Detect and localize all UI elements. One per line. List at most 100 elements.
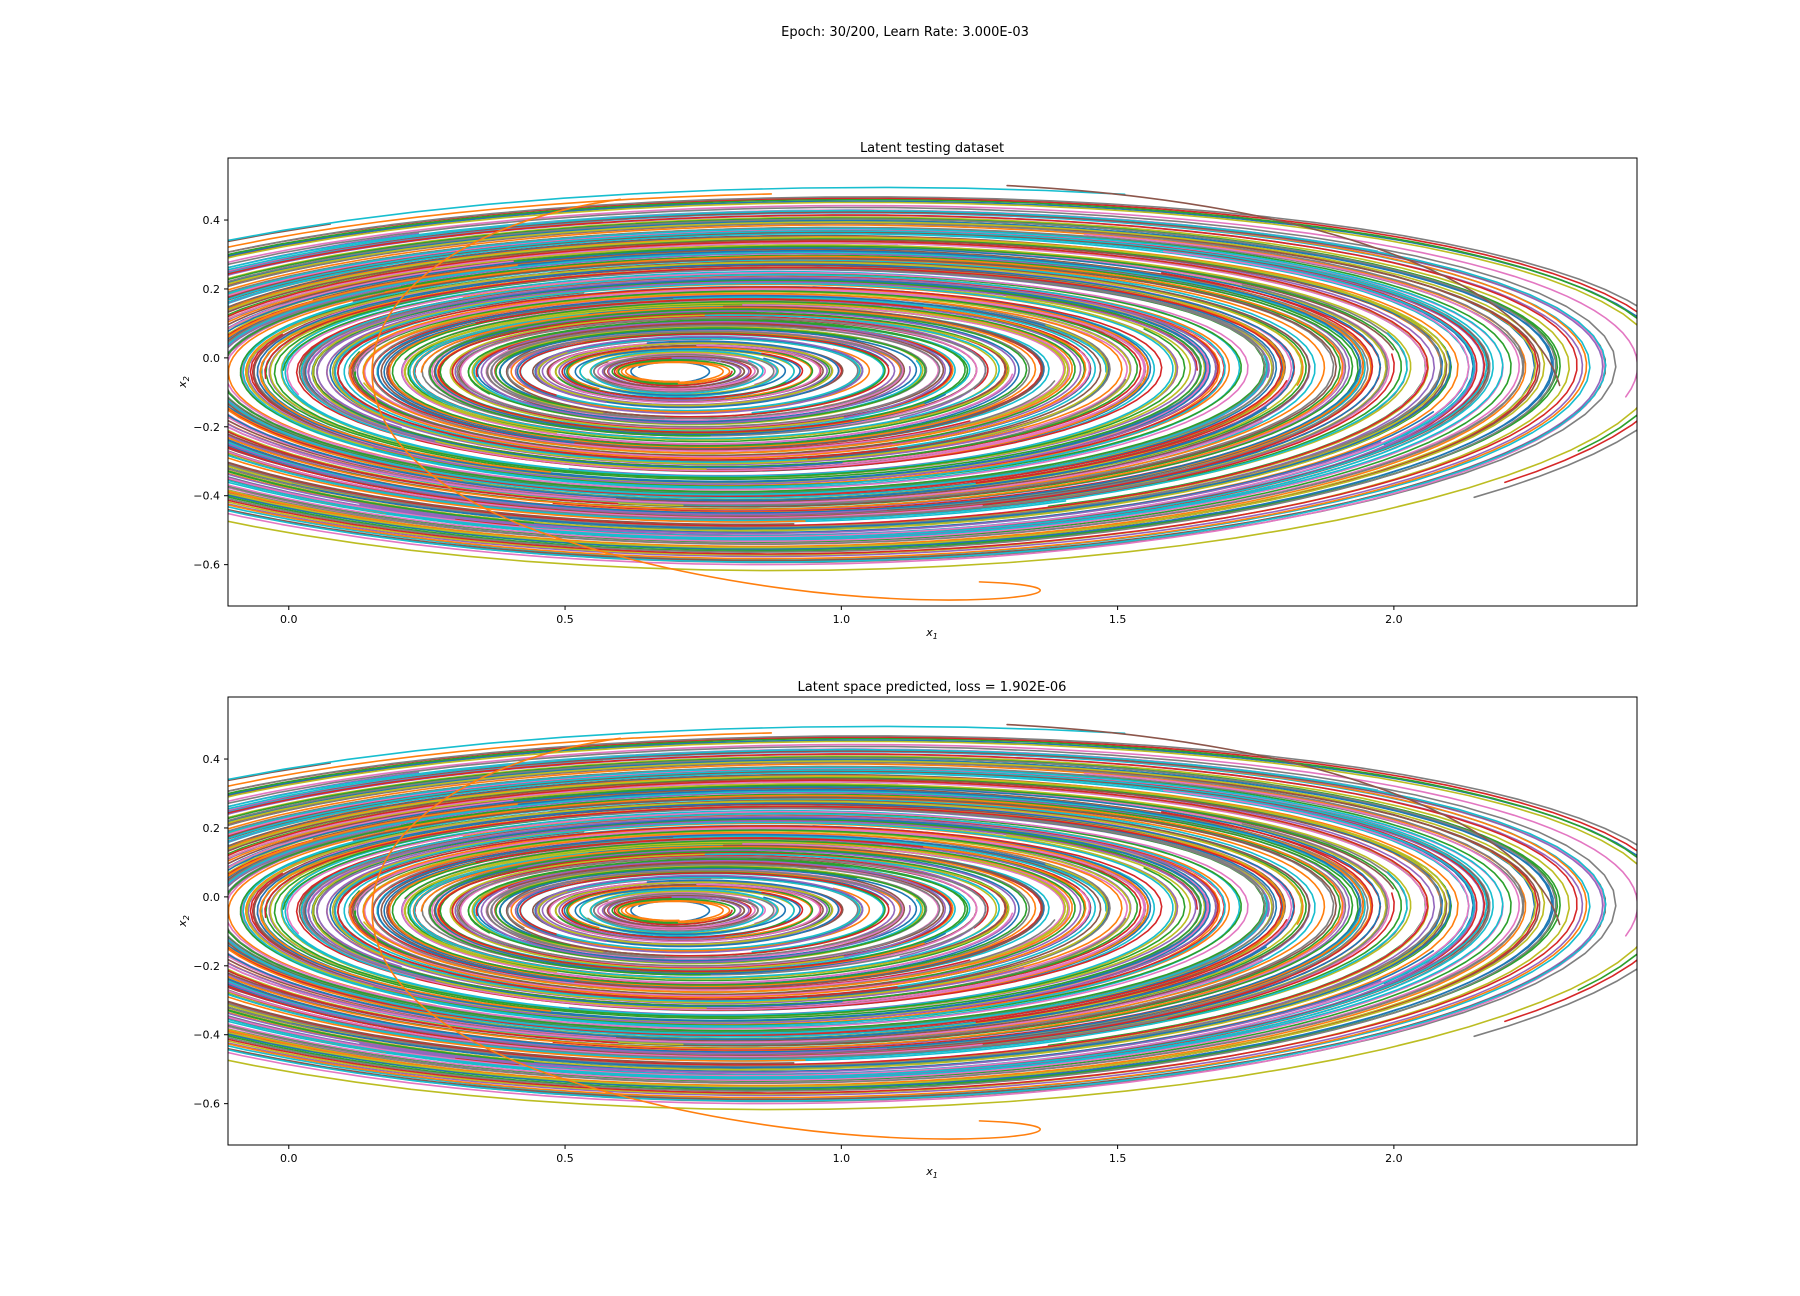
trajectory-line xyxy=(451,315,989,430)
y-axis-label-var: x xyxy=(176,920,189,928)
trajectory-line xyxy=(541,338,828,406)
trajectory-line xyxy=(510,331,902,413)
trajectory-line xyxy=(228,209,1504,541)
trajectory-line xyxy=(467,320,969,433)
trajectory-line xyxy=(228,200,1637,550)
x-axis-label: x1 xyxy=(925,626,938,641)
trajectory-line xyxy=(228,768,1478,1066)
trajectory-line xyxy=(228,739,1637,1089)
trajectory-line xyxy=(383,837,1092,997)
trajectory-group xyxy=(228,184,1637,601)
axes-frame xyxy=(227,157,1638,607)
trajectory-line xyxy=(228,204,1637,545)
trajectory-line xyxy=(228,216,1570,556)
subplot-latent-testing: Latent testing dataset 0.0 0.5 1.0 1.5 2.0 −0… xyxy=(176,141,1638,641)
trajectory-line xyxy=(228,197,1637,555)
y-tick-label: −0.4 xyxy=(193,1029,220,1042)
y-tick-label: 0.4 xyxy=(203,214,221,227)
trajectory-line xyxy=(228,740,1637,1111)
trajectory-line xyxy=(467,859,969,972)
trajectory-line xyxy=(563,884,801,938)
trajectory-line xyxy=(242,797,1316,1046)
x-axis-label: x1 xyxy=(925,1165,938,1180)
trajectory-line xyxy=(228,735,1637,1092)
x-tick-label: 2.0 xyxy=(1385,613,1403,626)
axis-ticks: 0.0 0.5 1.0 1.5 2.0 −0.6 −0.4 −0.2 0.0 0.2 0.4 xyxy=(193,753,1402,1165)
trajectory-line xyxy=(228,745,1617,1103)
trajectory-line xyxy=(510,870,902,952)
trajectory-line xyxy=(451,854,989,969)
y-tick-label: −0.2 xyxy=(193,421,220,434)
trajectory-line xyxy=(228,725,1607,1102)
y-tick-label: 0.0 xyxy=(203,352,221,365)
x-tick-label: 1.5 xyxy=(1109,1152,1127,1165)
y-axis-label-sub: 2 xyxy=(182,376,191,381)
axes-frame xyxy=(227,696,1638,1146)
trajectory-line xyxy=(228,736,1637,1094)
y-tick-label: 0.2 xyxy=(203,822,221,835)
trajectory-line xyxy=(228,732,1588,1099)
x-tick-label: 1.0 xyxy=(833,1152,851,1165)
trajectory-line xyxy=(407,842,1010,982)
trajectory-line xyxy=(589,352,778,392)
x-axis-label-var: x xyxy=(925,1165,933,1178)
x-tick-label: 1.0 xyxy=(833,613,851,626)
trajectory-line xyxy=(1006,723,1561,926)
figure-suptitle: Epoch: 30/200, Learn Rate: 3.000E-03 xyxy=(781,25,1029,40)
x-tick-label: 0.0 xyxy=(280,1152,298,1165)
trajectory-line xyxy=(228,202,1541,549)
trajectory-line xyxy=(228,748,1504,1080)
trajectory-line xyxy=(589,891,778,931)
trajectory-line xyxy=(228,743,1637,1084)
trajectory-line xyxy=(228,229,1478,527)
subplot-latent-predicted: Latent space predicted, loss = 1.902E-06… xyxy=(176,680,1638,1180)
trajectory-line xyxy=(371,737,1041,1140)
trajectory-group xyxy=(228,723,1637,1140)
trajectory-line xyxy=(563,345,801,399)
x-tick-label: 0.5 xyxy=(556,613,574,626)
trajectory-line xyxy=(228,196,1637,553)
y-tick-label: 0.4 xyxy=(203,753,221,766)
x-axis-label-sub: 1 xyxy=(933,632,938,641)
x-tick-label: 1.5 xyxy=(1109,613,1127,626)
trajectory-line xyxy=(281,274,1174,478)
trajectory-line xyxy=(228,796,1326,1044)
y-tick-label: −0.2 xyxy=(193,960,220,973)
trajectory-line xyxy=(228,741,1541,1088)
trajectory-line xyxy=(541,877,828,945)
axis-ticks: 0.0 0.5 1.0 1.5 2.0 −0.6 −0.4 −0.2 0.0 0.2 0.4 xyxy=(193,214,1402,626)
x-tick-label: 0.5 xyxy=(556,1152,574,1165)
trajectory-line xyxy=(228,759,1427,1066)
x-axis-label-sub: 1 xyxy=(933,1171,938,1180)
trajectory-line xyxy=(228,755,1570,1095)
subplot-title: Latent space predicted, loss = 1.902E-06 xyxy=(798,680,1067,695)
trajectory-line xyxy=(228,765,1512,1082)
trajectory-line xyxy=(371,198,1041,601)
trajectory-line xyxy=(228,193,1588,560)
trajectory-line xyxy=(228,770,1390,1060)
y-axis-label-var: x xyxy=(176,381,189,389)
trajectory-line xyxy=(228,186,1607,563)
trajectory-line xyxy=(383,298,1092,458)
trajectory-line xyxy=(281,813,1174,1017)
y-tick-label: −0.6 xyxy=(193,559,220,572)
y-tick-label: −0.4 xyxy=(193,490,220,503)
y-tick-label: 0.0 xyxy=(203,891,221,904)
trajectory-line xyxy=(228,206,1617,564)
y-axis-label-sub: 2 xyxy=(182,915,191,920)
trajectory-line xyxy=(228,220,1427,527)
trajectory-line xyxy=(228,226,1512,543)
trajectory-line xyxy=(269,267,1273,479)
trajectory-line xyxy=(228,211,1606,562)
x-tick-label: 2.0 xyxy=(1385,1152,1403,1165)
trajectory-line xyxy=(1006,184,1561,387)
y-axis-label: x2 xyxy=(176,915,191,928)
trajectory-line xyxy=(407,303,1010,443)
y-tick-label: 0.2 xyxy=(203,283,221,296)
trajectory-line xyxy=(228,231,1390,521)
trajectory-line xyxy=(228,750,1606,1101)
y-axis-label: x2 xyxy=(176,376,191,389)
trajectory-line xyxy=(228,201,1637,572)
trajectory-line xyxy=(242,258,1316,507)
